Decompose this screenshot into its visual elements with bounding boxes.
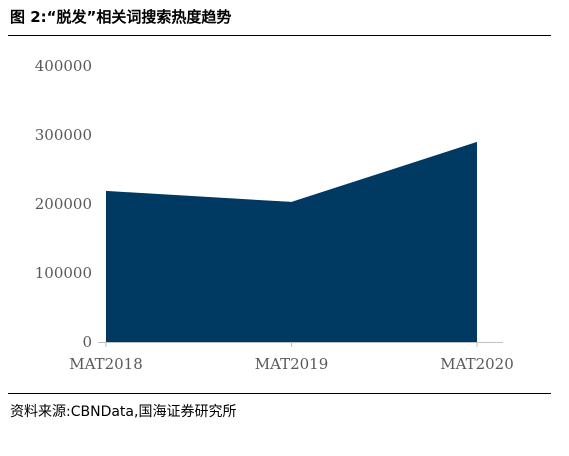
x-tick-label: MAT2019 xyxy=(255,355,329,373)
y-tick-label: 400000 xyxy=(35,57,92,75)
y-tick-label: 100000 xyxy=(35,264,92,282)
top-rule xyxy=(8,35,551,36)
y-tick-label: 0 xyxy=(82,333,92,351)
area-series xyxy=(106,141,477,342)
y-tick-label: 200000 xyxy=(35,195,92,213)
plot-area xyxy=(98,141,503,343)
source-note: 资料来源:CBNData,国海证券研究所 xyxy=(10,404,237,420)
figure-title: 图 2:“脱发”相关词搜索热度趋势 xyxy=(10,8,232,26)
x-axis-ticks: MAT2018 MAT2019 MAT2020 xyxy=(69,342,514,373)
x-tick-label: MAT2020 xyxy=(440,355,514,373)
area-chart: 0 100000 200000 300000 400000 MAT2018 MAT2019… xyxy=(35,57,514,373)
x-tick-label: MAT2018 xyxy=(69,355,143,373)
y-tick-label: 300000 xyxy=(35,126,92,144)
bottom-rule xyxy=(8,393,551,394)
y-axis-ticks: 0 100000 200000 300000 400000 xyxy=(35,57,92,351)
